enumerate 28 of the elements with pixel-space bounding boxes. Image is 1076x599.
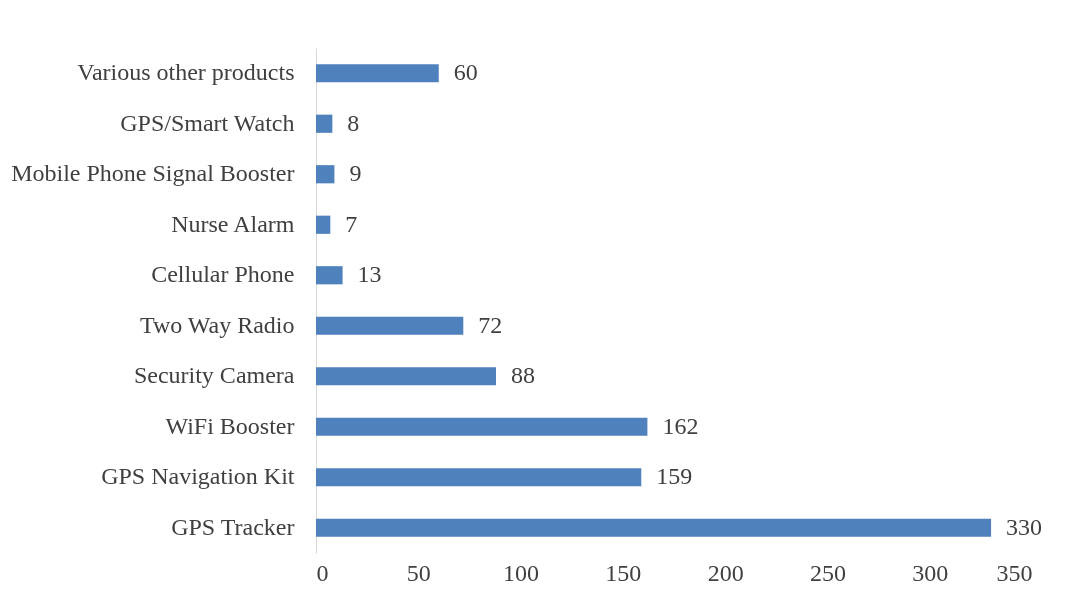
data-label: 72 bbox=[478, 311, 503, 338]
x-tick-label: 0 bbox=[316, 559, 329, 586]
data-label: 60 bbox=[453, 59, 478, 86]
y-tick-label: Nurse Alarm bbox=[171, 210, 295, 237]
data-label: 8 bbox=[347, 109, 360, 136]
data-label: 159 bbox=[656, 463, 693, 490]
data-label: 7 bbox=[345, 210, 358, 237]
x-tick-label: 250 bbox=[809, 559, 846, 586]
x-tick-label: 50 bbox=[406, 559, 431, 586]
data-label: 330 bbox=[1006, 513, 1043, 540]
x-tick-label: 200 bbox=[707, 559, 744, 586]
x-tick-label: 150 bbox=[605, 559, 642, 586]
y-tick-label: Security Camera bbox=[133, 362, 295, 389]
x-tick-label: 300 bbox=[912, 559, 949, 586]
y-tick-label: Cellular Phone bbox=[151, 261, 295, 288]
y-tick-label: Two Way Radio bbox=[139, 311, 295, 338]
y-tick-label: GPS Tracker bbox=[171, 513, 295, 540]
data-label: 88 bbox=[511, 362, 536, 389]
data-label: 9 bbox=[349, 160, 362, 187]
y-tick-label: GPS/Smart Watch bbox=[120, 109, 295, 136]
y-tick-label: Mobile Phone Signal Booster bbox=[11, 160, 295, 187]
y-tick-label: GPS Navigation Kit bbox=[101, 463, 295, 490]
x-tick-label: 100 bbox=[503, 559, 540, 586]
y-tick-label: WiFi Booster bbox=[165, 412, 295, 439]
data-label: 13 bbox=[357, 261, 382, 288]
data-label: 162 bbox=[662, 412, 699, 439]
y-tick-label: Various other products bbox=[77, 59, 295, 86]
x-tick-label: 350 bbox=[996, 559, 1033, 586]
